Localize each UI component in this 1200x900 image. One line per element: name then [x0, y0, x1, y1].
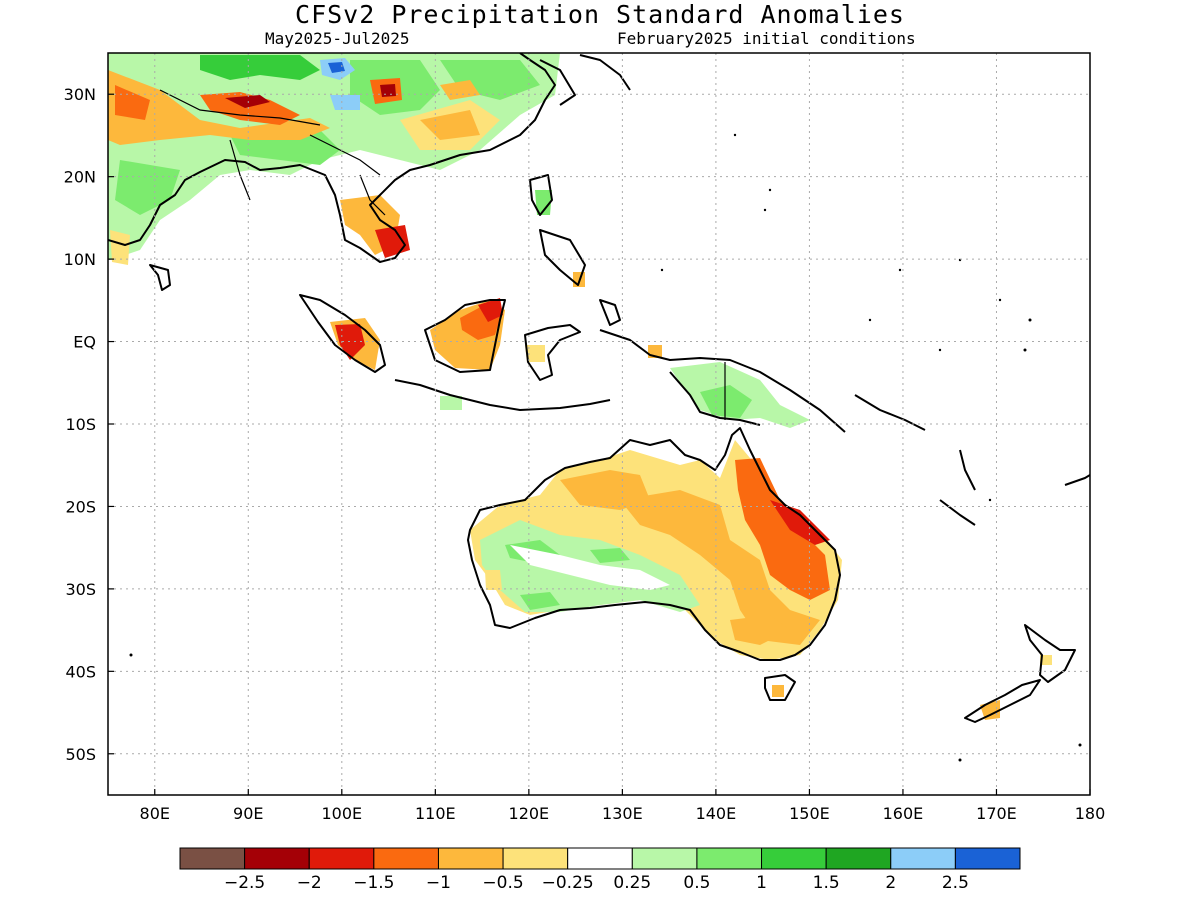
lon-label: 140E: [696, 804, 737, 823]
colorbar-label: −1: [426, 873, 451, 893]
lat-label: 10S: [65, 415, 96, 434]
lon-label: 150E: [789, 804, 830, 823]
latitude-labels: 30N 20N 10N EQ 10S 20S 30S 40S 50S: [64, 85, 96, 764]
colorbar-label: −0.5: [482, 873, 523, 893]
colorbar-label: 2.5: [942, 873, 969, 893]
map-frame: [107, 52, 1091, 796]
colorbar: −2.5 −2 −1.5 −1 −0.5 −0.25 0.25 0.5 1 1.5 2 2.5: [179, 847, 1021, 893]
colorbar-swatch: [825, 847, 892, 870]
lat-label: 50S: [65, 745, 96, 764]
colorbar-swatch: [567, 847, 633, 870]
colorbar-swatch: [631, 847, 698, 870]
coastlines: [108, 53, 1090, 723]
lat-label: 10N: [64, 250, 96, 269]
lat-label: 20N: [64, 168, 96, 187]
colorbar-swatch: [373, 847, 439, 870]
colorbar-label: −0.25: [542, 873, 594, 893]
lon-label: 130E: [602, 804, 643, 823]
lon-label: 180: [1075, 804, 1106, 823]
colorbar-swatch: [502, 847, 569, 870]
lon-label: 100E: [321, 804, 362, 823]
lon-label: 90E: [233, 804, 263, 823]
colorbar-label: −2.5: [224, 873, 265, 893]
anomaly-maritime: [330, 298, 810, 428]
colorbar-label: 2: [885, 873, 896, 893]
colorbar-swatch: [179, 847, 246, 870]
graticule: [108, 53, 1091, 795]
colorbar-swatch: [244, 847, 310, 870]
lon-label: 170E: [976, 804, 1017, 823]
lon-label: 120E: [509, 804, 550, 823]
lat-label: 20S: [65, 497, 96, 516]
colorbar-swatch: [308, 847, 375, 870]
colorbar-swatch: [696, 847, 763, 870]
lat-label: EQ: [73, 333, 96, 352]
colorbar-label: 0.5: [683, 873, 710, 893]
lon-label: 160E: [883, 804, 924, 823]
lat-label: 30N: [64, 85, 96, 104]
colorbar-label: 1.5: [813, 873, 840, 893]
anomaly-asia: [108, 53, 585, 287]
map-title: CFSv2 Precipitation Standard Anomalies: [295, 0, 905, 29]
anomaly-australia: [470, 440, 1052, 720]
lat-label: 30S: [65, 580, 96, 599]
lon-label: 80E: [140, 804, 170, 823]
colorbar-label: 0.25: [613, 873, 651, 893]
colorbar-label: −2: [297, 873, 322, 893]
colorbar-label: −1.5: [353, 873, 394, 893]
lon-label: 110E: [415, 804, 456, 823]
forecast-period: May2025-Jul2025: [265, 29, 410, 48]
initial-conditions: February2025 initial conditions: [617, 29, 916, 48]
longitude-labels: 80E 90E 100E 110E 120E 130E 140E 150E 160E 170E 18…: [140, 804, 1106, 823]
colorbar-label: 1: [756, 873, 767, 893]
borders: [159, 89, 726, 420]
colorbar-swatch: [954, 847, 1021, 870]
colorbar-swatch: [890, 847, 956, 870]
colorbar-swatch: [761, 847, 827, 870]
pacific-islands: [129, 133, 1082, 762]
lat-label: 40S: [65, 662, 96, 681]
colorbar-swatch: [437, 847, 504, 870]
